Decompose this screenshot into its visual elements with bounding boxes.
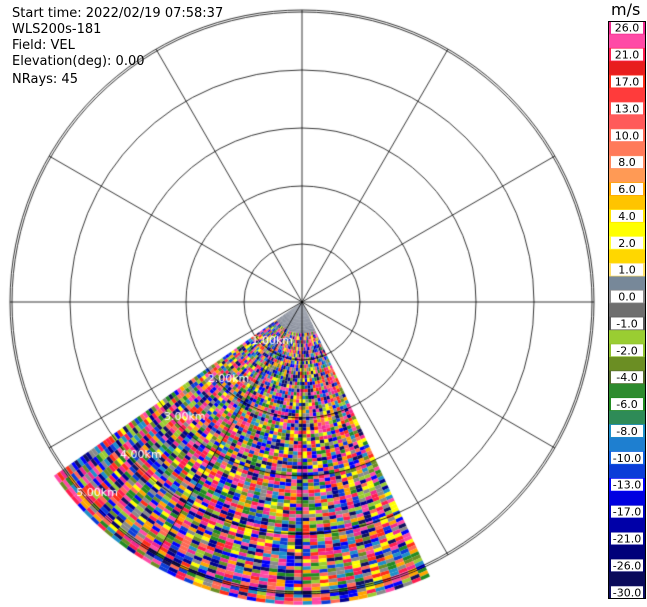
- colorbar-label-bg: [611, 48, 643, 61]
- colorbar-tick-label: 13.0: [615, 102, 640, 115]
- colorbar-bin: [608, 222, 646, 237]
- colorbar-label-bg: [611, 317, 643, 330]
- colorbar-tick-label: -13.0: [613, 479, 641, 492]
- colorbar-bin: [608, 115, 646, 130]
- colorbar-bin: [608, 464, 646, 479]
- colorbar-bin: [608, 141, 646, 157]
- colorbar-bin: [608, 518, 646, 533]
- colorbar-tick-label: 1.0: [618, 264, 636, 277]
- colorbar-bin: [608, 276, 646, 291]
- colorbar-bin: [608, 437, 646, 452]
- colorbar-tick-label: -2.0: [616, 344, 637, 357]
- colorbar-label-bg: [611, 102, 643, 115]
- colorbar-label-bg: [611, 398, 643, 411]
- colorbar-label-bg: [611, 505, 643, 518]
- colorbar-label-bg: [611, 586, 643, 599]
- colorbar-tick-label: -6.0: [616, 398, 637, 411]
- colorbar-label-bg: [611, 290, 643, 303]
- colorbar-bin: [608, 383, 646, 398]
- colorbar-tick-label: 0.0: [618, 291, 636, 304]
- colorbar-bin: [608, 491, 646, 506]
- colorbar-tick-label: -26.0: [613, 559, 641, 572]
- colorbar-label-bg: [611, 263, 643, 276]
- colorbar-bin: [608, 168, 646, 183]
- colorbar-tick-label: 10.0: [615, 129, 640, 142]
- colorbar-label-bg: [611, 371, 643, 384]
- colorbar-tick-label: 21.0: [615, 49, 640, 62]
- colorbar-tick-label: -8.0: [616, 425, 637, 438]
- colorbar-tick-label: 6.0: [618, 183, 636, 196]
- colorbar-bin: [608, 88, 646, 103]
- colorbar-tick-label: -10.0: [613, 452, 641, 465]
- colorbar-label-bg: [611, 532, 643, 545]
- colorbar-tick-label: -1.0: [616, 317, 637, 330]
- elevation-label: Elevation(deg): 0.00: [12, 54, 145, 69]
- colorbar-unit: m/s: [611, 0, 641, 19]
- colorbar-bin: [608, 34, 646, 49]
- colorbar-tick-label: 17.0: [615, 75, 640, 88]
- colorbar-tick-label: 2.0: [618, 237, 636, 250]
- colorbar-bin: [608, 572, 646, 587]
- colorbar-label-bg: [611, 129, 643, 142]
- colorbar-tick-label: 4.0: [618, 210, 636, 223]
- colorbar-label-bg: [611, 424, 643, 437]
- colorbar-label-bg: [611, 478, 643, 491]
- colorbar-bin: [608, 410, 646, 425]
- colorbar-bin: [608, 330, 646, 345]
- colorbar-label-bg: [611, 209, 643, 222]
- instrument-label: WLS200s-181: [12, 22, 102, 37]
- colorbar-label-bg: [611, 559, 643, 572]
- colorbar-frame: [608, 21, 646, 599]
- start-time-label: Start time: 2022/02/19 07:58:37: [12, 6, 224, 21]
- colorbar-bin: [608, 303, 646, 318]
- colorbar-label-bg: [611, 344, 643, 357]
- ppi-plot: [0, 0, 600, 607]
- colorbar-bin: [608, 195, 646, 210]
- colorbar-tick-label: -21.0: [613, 533, 641, 546]
- colorbar-bin: [608, 249, 646, 264]
- colorbar-label-bg: [611, 451, 643, 464]
- colorbar-tick-label: 26.0: [615, 22, 640, 35]
- colorbar-tick-label: -17.0: [613, 506, 641, 519]
- colorbar-tick-label: -30.0: [613, 586, 641, 599]
- colorbar: 26.0 21.0 17.0 13.0 10.0 8.0 6.0 4.0 2.0 1.0 0.0 -1…: [608, 21, 646, 599]
- nrays-label: NRays: 45: [12, 72, 78, 87]
- colorbar-tick-label: 8.0: [618, 156, 636, 169]
- field-label: Field: VEL: [12, 38, 75, 53]
- colorbar-label-bg: [611, 75, 643, 88]
- colorbar-tick-label: -4.0: [616, 371, 637, 384]
- colorbar-label-bg: [611, 156, 643, 169]
- colorbar-label-bg: [611, 183, 643, 196]
- colorbar-bin: [608, 545, 646, 560]
- colorbar-label-bg: [611, 236, 643, 249]
- colorbar-label-bg: [611, 21, 643, 34]
- colorbar-bin: [608, 357, 646, 372]
- colorbar-bin: [608, 61, 646, 76]
